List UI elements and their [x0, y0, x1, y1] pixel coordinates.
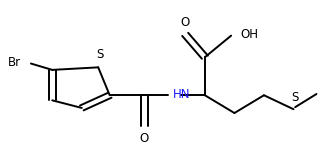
Text: Br: Br — [8, 56, 21, 69]
Text: O: O — [180, 16, 189, 29]
Text: HN: HN — [173, 88, 190, 101]
Text: OH: OH — [240, 28, 258, 41]
Text: O: O — [140, 132, 149, 145]
Text: S: S — [96, 48, 104, 61]
Text: S: S — [291, 91, 298, 104]
